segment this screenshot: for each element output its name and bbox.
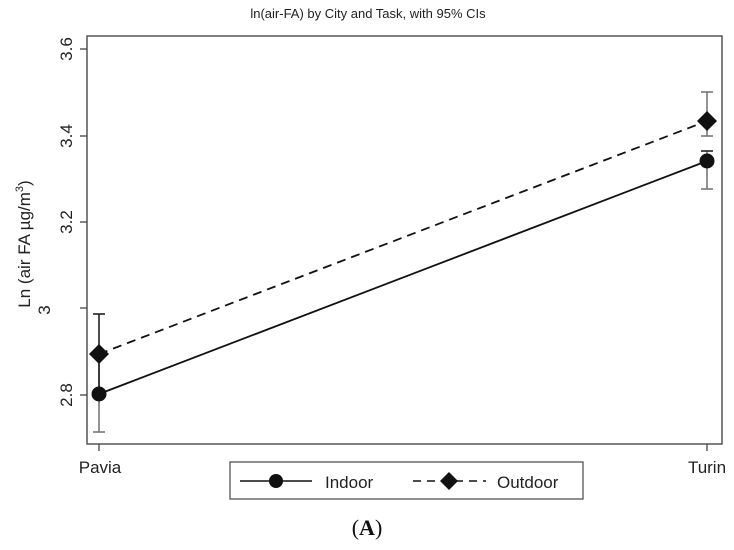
- legend-label-outdoor: Outdoor: [497, 473, 559, 492]
- y-tick-label: 3.6: [57, 37, 76, 61]
- legend-circle-icon: [269, 474, 283, 488]
- legend-item-indoor: Indoor: [240, 473, 374, 492]
- figure-caption: (A): [352, 515, 383, 540]
- x-tick-label-pavia: Pavia: [79, 458, 122, 477]
- marker-indoor-pavia: [91, 386, 107, 402]
- legend: Indoor Outdoor: [229, 461, 584, 500]
- y-tick-label: 2.8: [57, 383, 76, 407]
- x-tick-label-turin: Turin: [688, 458, 726, 477]
- y-tick-label: 3.4: [57, 124, 76, 148]
- legend-diamond-icon: [440, 472, 458, 490]
- legend-label-indoor: Indoor: [325, 473, 374, 492]
- marker-outdoor-pavia: [89, 344, 109, 364]
- y-tick-label: 3.2: [57, 210, 76, 234]
- y-axis: [80, 48, 87, 396]
- legend-item-outdoor: Outdoor: [413, 472, 559, 492]
- marker-outdoor-turin: [697, 111, 717, 131]
- chart-title: ln(air-FA) by City and Task, with 95% CI…: [250, 6, 486, 21]
- plot-frame: [86, 35, 723, 445]
- marker-indoor-turin: [699, 153, 715, 169]
- y-axis-label: Ln (air FA µg/m3): [14, 180, 34, 307]
- x-axis: [98, 444, 708, 451]
- error-bars: [93, 91, 713, 433]
- series-line-indoor: [98, 160, 708, 395]
- series-line-outdoor: [98, 120, 708, 355]
- y-tick-label: 3: [35, 305, 54, 314]
